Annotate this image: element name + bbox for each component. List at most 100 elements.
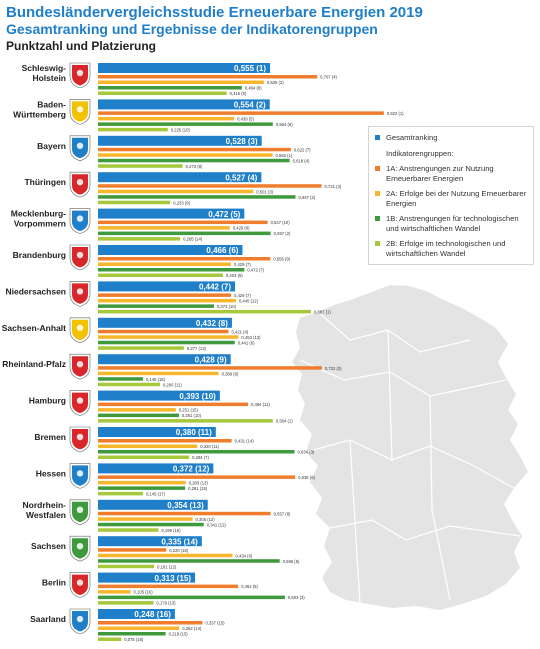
state-name-line: Niedersachsen <box>6 286 66 296</box>
bar-1a <box>98 257 271 261</box>
state-crest-icon <box>69 208 91 234</box>
chart-subtitle-2: Punktzahl und Platzierung <box>6 39 157 53</box>
crest-emblem-shape <box>76 433 84 441</box>
group-value-label-2a: 0,251 (15) <box>179 408 199 413</box>
group-value-label-2b: 0,181 (12) <box>157 564 177 569</box>
state-group: Rheinland-Pfalz 0,428 (9) 0,722 (2) 0,389 (… <box>2 353 342 387</box>
state-group: Berlin 0,313 (15) 0,452 (5) 0,105 (16) 0,603… <box>42 572 305 606</box>
bar-gesamt <box>98 536 202 547</box>
crest-emblem-shape <box>76 543 84 550</box>
bar-1b <box>98 595 285 600</box>
group-value-label-1a: 0,556 (9) <box>273 257 290 262</box>
group-value-label-2b: 0,233 (9) <box>173 200 190 205</box>
bar-2b <box>98 455 190 459</box>
bar-2b <box>98 127 168 132</box>
group-value-label-2b: 0,225 (10) <box>171 128 191 133</box>
legend-swatch-1b <box>375 216 380 221</box>
state-name-line: Thüringen <box>24 177 66 187</box>
group-value-label-1a: 0,337 (15) <box>205 621 225 626</box>
bar-gesamt <box>98 572 196 583</box>
gesamt-value-label: 0,354 (13) <box>167 501 204 510</box>
bar-1b <box>98 86 242 90</box>
state-group: Saarland 0,248 (16)0,337 (15)0,262 (14)0,… <box>30 608 225 642</box>
state-name-line: Vorpommern <box>14 219 66 229</box>
bar-2b <box>98 273 223 277</box>
bar-gesamt <box>98 317 232 328</box>
group-value-label-1a: 0,421 (4) <box>232 329 249 334</box>
state-crest-icon <box>69 353 91 380</box>
group-value-label-1b: 0,218 (15) <box>169 632 189 637</box>
crest-emblem-shape <box>76 324 84 331</box>
state-crest-icon <box>69 62 91 89</box>
state-group: Bayern 0,528 (3) 0,622 (7)0,563 (1)0,618 (… <box>37 135 311 169</box>
legend-item-1a: 1A: Anstrengungen zur Nutzung Erneuerbar… <box>375 164 527 183</box>
legend-label-2a: 2A: Erfolge bei der Nutzung Erneuerbarer… <box>386 189 527 208</box>
state-name-line: Bremen <box>34 432 66 442</box>
state-crest-icon <box>69 281 91 307</box>
group-value-label-1b: 0,603 (3) <box>288 595 305 600</box>
group-value-label-2b: 0,687 (1) <box>314 310 331 315</box>
legend-swatch-gesamt <box>375 135 380 140</box>
group-value-label-1a: 0,622 (7) <box>294 147 311 152</box>
state-name-label: Baden-Württemberg <box>13 99 66 119</box>
bar-1b <box>98 486 186 490</box>
state-name-line: Hamburg <box>29 396 66 406</box>
bar-2a <box>98 226 230 230</box>
group-value-label-1b: 0,341 (12) <box>207 522 227 527</box>
group-value-label-2a: 0,262 (14) <box>182 626 202 631</box>
bar-2b <box>98 601 154 605</box>
bar-gesamt <box>98 354 231 365</box>
group-value-label-1a: 0,707 (4) <box>320 75 337 80</box>
bar-2a <box>98 189 254 194</box>
gesamt-value-label: 0,466 (6) <box>206 246 238 255</box>
group-value-label-1b: 0,472 (7) <box>247 268 264 273</box>
bar-2a <box>98 626 180 630</box>
state-name-label: Schleswig-Holstein <box>22 63 67 83</box>
crest-emblem-shape <box>76 470 84 477</box>
state-crest-icon <box>69 499 91 526</box>
bar-2a <box>98 335 239 339</box>
state-name-line: Rheinland-Pfalz <box>2 359 66 369</box>
bar-gesamt <box>98 63 271 73</box>
legend: Gesamtranking Indikatorengruppen: 1A: An… <box>368 126 534 265</box>
group-value-label-1a: 0,721 (3) <box>325 184 342 189</box>
bar-1b <box>98 158 290 163</box>
bar-2a <box>98 153 273 157</box>
bar-2a <box>98 517 193 521</box>
bar-1b <box>98 632 166 636</box>
group-value-label-2a: 0,429 (7) <box>234 262 251 267</box>
bar-2b <box>98 309 311 314</box>
state-crest-icon <box>69 171 91 198</box>
bar-1a <box>98 184 322 188</box>
bar-gesamt <box>98 208 245 219</box>
bar-1a <box>98 548 167 552</box>
gesamt-value-label: 0,372 (12) <box>173 465 210 474</box>
state-name-line: Sachsen <box>31 541 66 551</box>
state-crest-icon <box>69 317 91 344</box>
group-value-label-1a: 0,429 (7) <box>234 293 251 298</box>
crest-emblem-shape <box>76 615 84 623</box>
state-name-line: Nordrhein- <box>23 500 67 510</box>
state-name-label: Thüringen <box>24 177 66 187</box>
chart-title: Bundesländervergleichsstudie Erneuerbare… <box>6 4 423 21</box>
bar-1b <box>98 377 143 381</box>
gesamt-value-label: 0,432 (8) <box>196 319 228 328</box>
gesamt-value-label: 0,335 (14) <box>161 537 198 546</box>
bar-2a <box>98 80 264 84</box>
group-value-label-2a: 0,453 (13) <box>241 335 261 340</box>
bar-gesamt <box>98 281 236 292</box>
bar-2a <box>98 444 198 448</box>
group-value-label-2a: 0,445 (12) <box>239 299 259 304</box>
legend-label-gesamt: Gesamtranking <box>386 133 438 142</box>
bar-gesamt <box>98 135 262 146</box>
group-value-label-1b: 0,618 (4) <box>293 158 310 163</box>
group-value-label-1a: 0,636 (6) <box>298 475 315 480</box>
bar-1b <box>98 268 245 272</box>
group-value-label-2a: 0,105 (16) <box>134 590 154 595</box>
gesamt-value-label: 0,248 (16) <box>134 610 171 619</box>
state-group: Bremen 0,380 (11) 0,431 (14) 0,320 (11) 0,63… <box>34 426 315 460</box>
state-group: Hessen 0,372 (12) 0,636 (6) 0,283 (13)0,281… <box>36 463 316 497</box>
state-name-line: Holstein <box>32 73 66 83</box>
group-value-label-2a: 0,389 (9) <box>222 371 239 376</box>
bar-1b <box>98 522 204 527</box>
